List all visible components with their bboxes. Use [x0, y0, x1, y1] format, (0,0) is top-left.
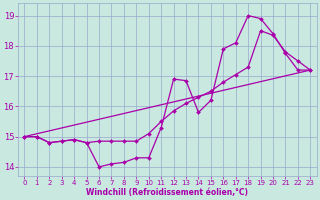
X-axis label: Windchill (Refroidissement éolien,°C): Windchill (Refroidissement éolien,°C) — [86, 188, 248, 197]
